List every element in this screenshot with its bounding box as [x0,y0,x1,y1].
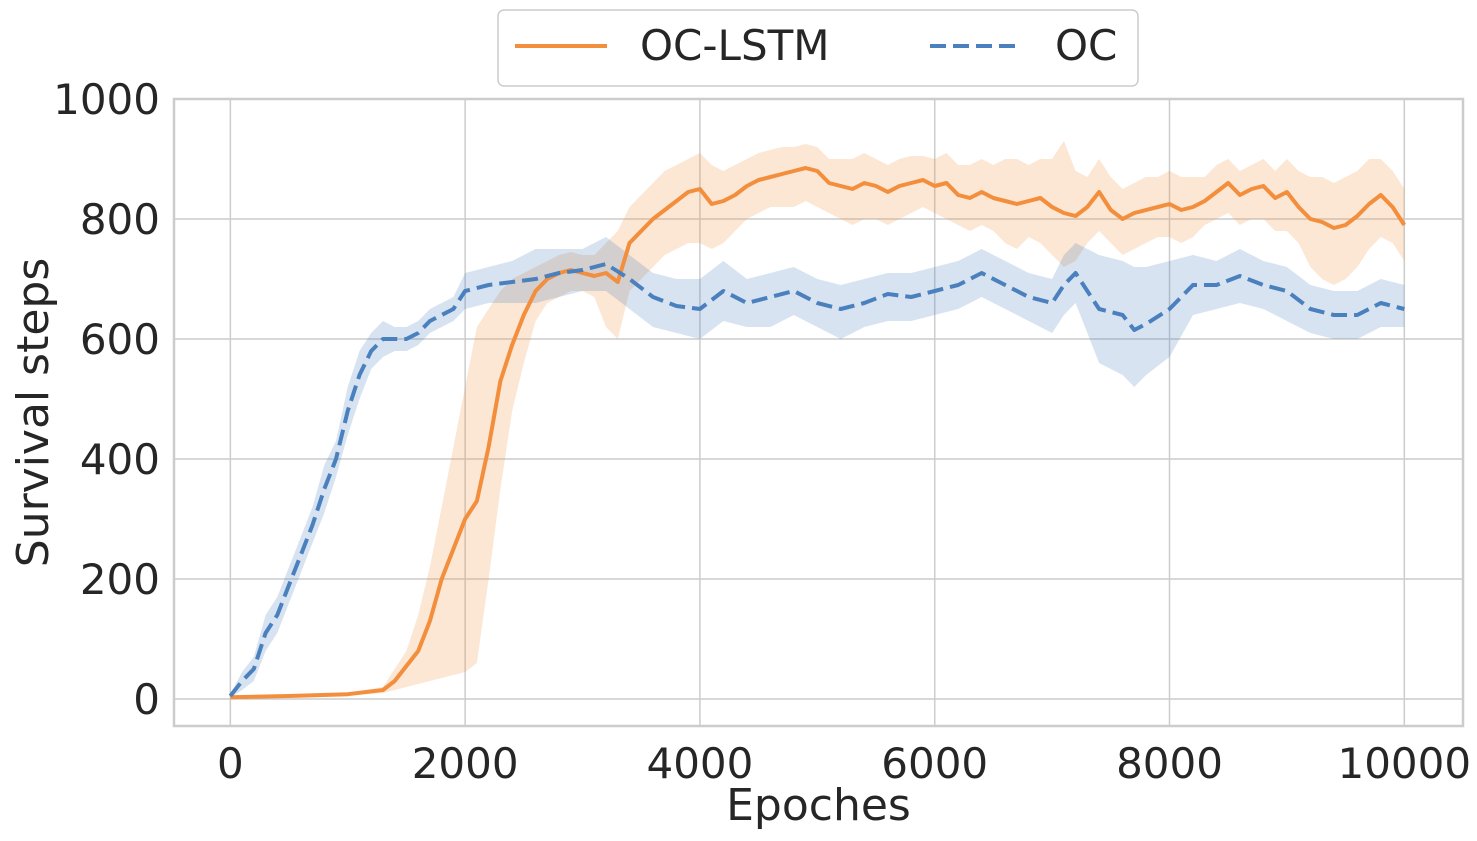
oc-lstm-confidence-band [230,141,1405,698]
y-tick-label: 800 [80,195,160,244]
legend-box [497,9,1139,87]
y-tick-label: 1000 [53,75,160,124]
series-lines [228,166,1406,700]
oc-confidence-band [230,237,1405,698]
oc-legend-label: OC [1055,21,1117,70]
x-tick-label: 8000 [1116,739,1223,788]
x-tick-labels: 0 2000 4000 6000 8000 10000 [217,739,1471,788]
y-tick-label: 0 [133,675,160,724]
x-tick-label: 0 [217,739,244,788]
plot-frame [172,97,1465,728]
legend: OC-LSTM OC [497,9,1139,87]
confidence-bands [230,141,1405,698]
x-axis-label: Epoches [726,780,911,831]
x-tick-label: 4000 [646,739,753,788]
x-tick-label: 2000 [412,739,519,788]
y-axis-label: Survival steps [8,258,59,567]
oc-lstm-legend-label: OC-LSTM [640,21,830,70]
y-tick-label: 600 [80,315,160,364]
oc-lstm-line [230,166,1406,700]
y-tick-labels: 0 200 400 600 800 1000 [53,75,160,724]
x-tick-label: 6000 [881,739,988,788]
x-tick-label: 10000 [1337,739,1471,788]
oc-line [228,262,1405,698]
y-tick-label: 200 [80,555,160,604]
y-tick-label: 400 [80,435,160,484]
